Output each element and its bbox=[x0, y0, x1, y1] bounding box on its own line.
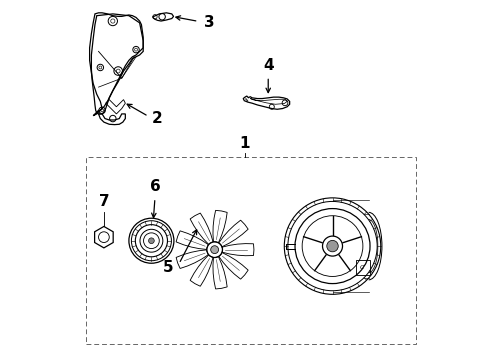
Text: 6: 6 bbox=[149, 179, 160, 194]
Circle shape bbox=[148, 238, 154, 244]
Text: 2: 2 bbox=[152, 111, 163, 126]
Text: 1: 1 bbox=[240, 136, 250, 151]
Text: 5: 5 bbox=[163, 260, 173, 275]
Circle shape bbox=[211, 246, 219, 253]
Bar bbox=[86, 157, 416, 344]
Text: 4: 4 bbox=[263, 58, 273, 73]
Text: C: C bbox=[360, 265, 365, 270]
Text: 7: 7 bbox=[98, 194, 109, 208]
Text: 3: 3 bbox=[204, 15, 215, 30]
Circle shape bbox=[327, 240, 338, 252]
